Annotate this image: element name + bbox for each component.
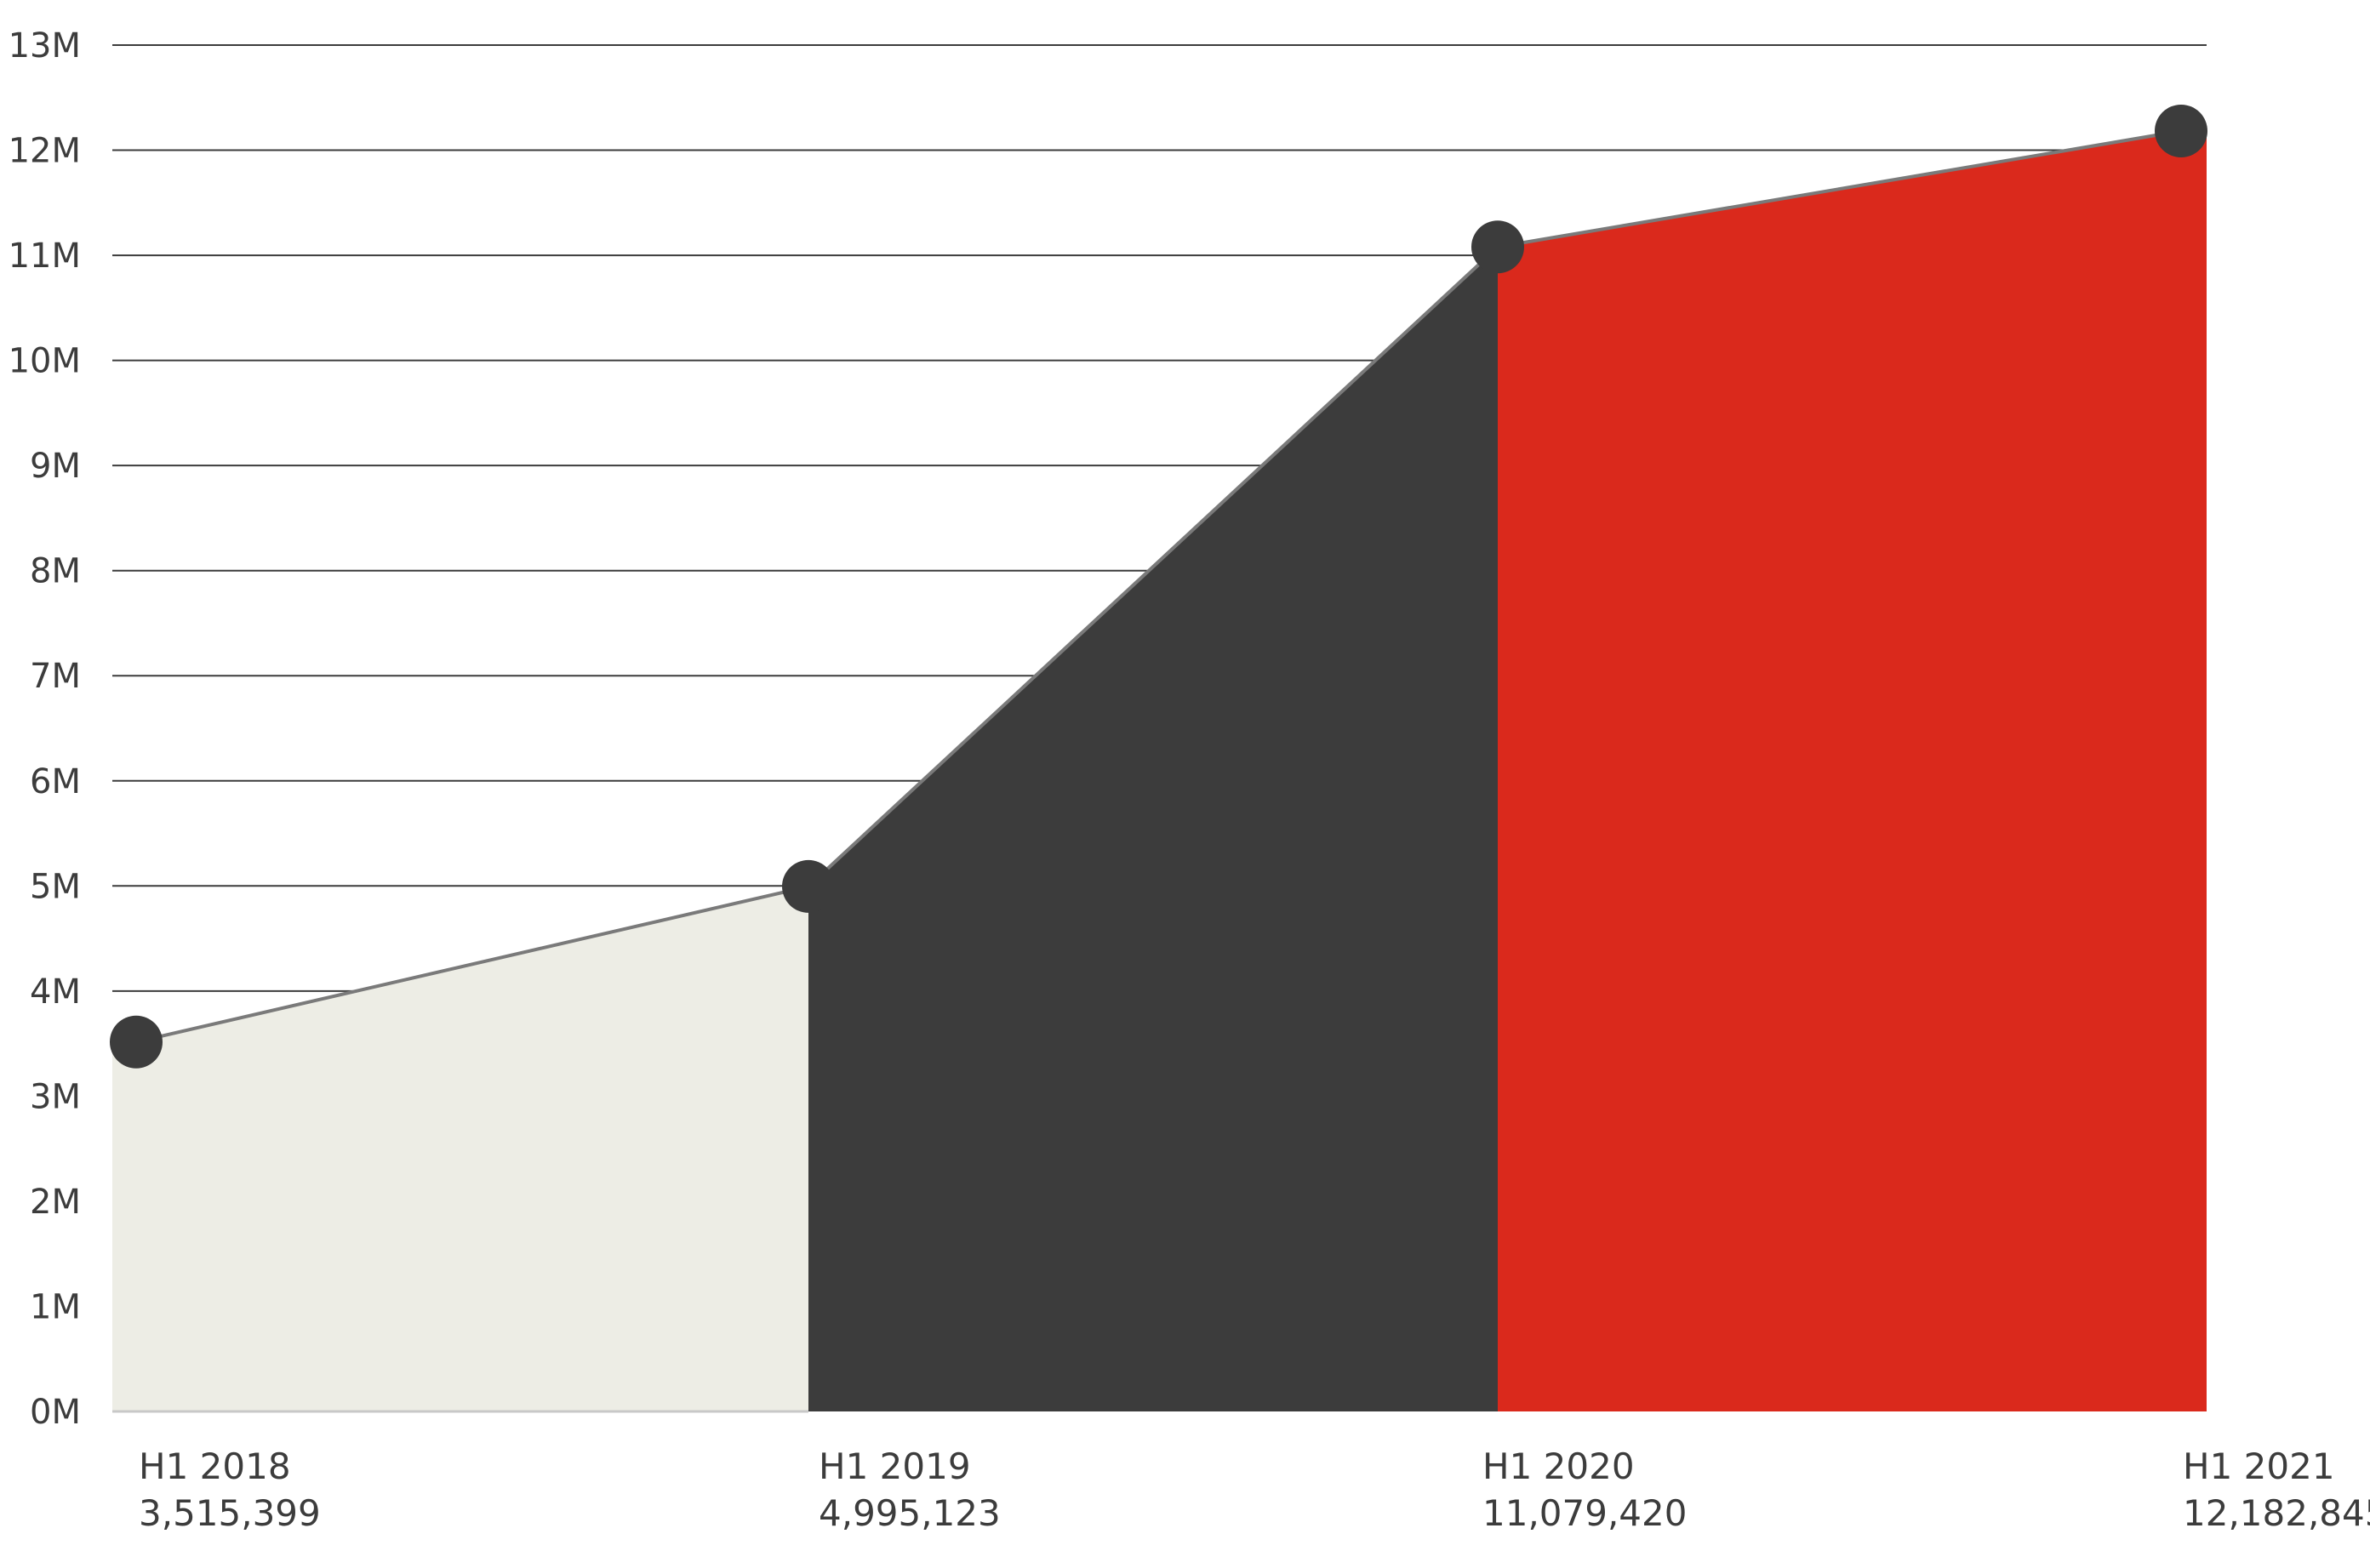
area-segment [112,886,808,1411]
series-line [135,128,2182,1044]
data-point [1471,220,1524,274]
y-tick-label: 0M [30,1393,81,1432]
y-axis-ticks: 0M 1M 2M 3M 4M 5M 6M 7M 8M 9M 10M 11M 12M 13M [9,26,81,1432]
x-category-label: H1 2021 [2183,1445,2335,1487]
data-point [782,859,835,913]
y-tick-label: 12M [9,132,81,171]
y-tick-label: 3M [30,1077,81,1116]
x-value-label: 3,515,399 [139,1492,321,1534]
x-value-label: 11,079,420 [1482,1492,1687,1534]
y-tick-label: 10M [9,342,81,381]
x-value-label: 4,995,123 [819,1492,1001,1534]
x-category-label: H1 2019 [819,1445,971,1487]
y-tick-label: 8M [30,552,81,591]
x-category-label: H1 2020 [1482,1445,1635,1487]
area-segment [808,247,1498,1411]
x-category-label: H1 2018 [139,1445,291,1487]
y-tick-label: 9M [30,447,81,486]
area-segments [112,126,2207,1413]
y-tick-label: 11M [9,237,81,276]
y-tick-label: 13M [9,26,81,66]
y-tick-label: 1M [30,1287,81,1326]
y-tick-label: 4M [30,972,81,1012]
data-point [110,1015,163,1069]
x-axis-labels: H1 2018 3,515,399 H1 2019 4,995,123 H1 2020 1… [139,1445,2370,1534]
data-points [110,104,2207,1069]
data-point [2155,104,2207,157]
x-value-label: 12,182,845 [2183,1492,2370,1534]
series-polyline [135,128,2182,1044]
y-tick-label: 2M [30,1183,81,1222]
y-tick-label: 5M [30,867,81,906]
y-tick-label: 6M [30,762,81,801]
area-segment [1498,126,2207,1412]
y-tick-label: 7M [30,657,81,696]
